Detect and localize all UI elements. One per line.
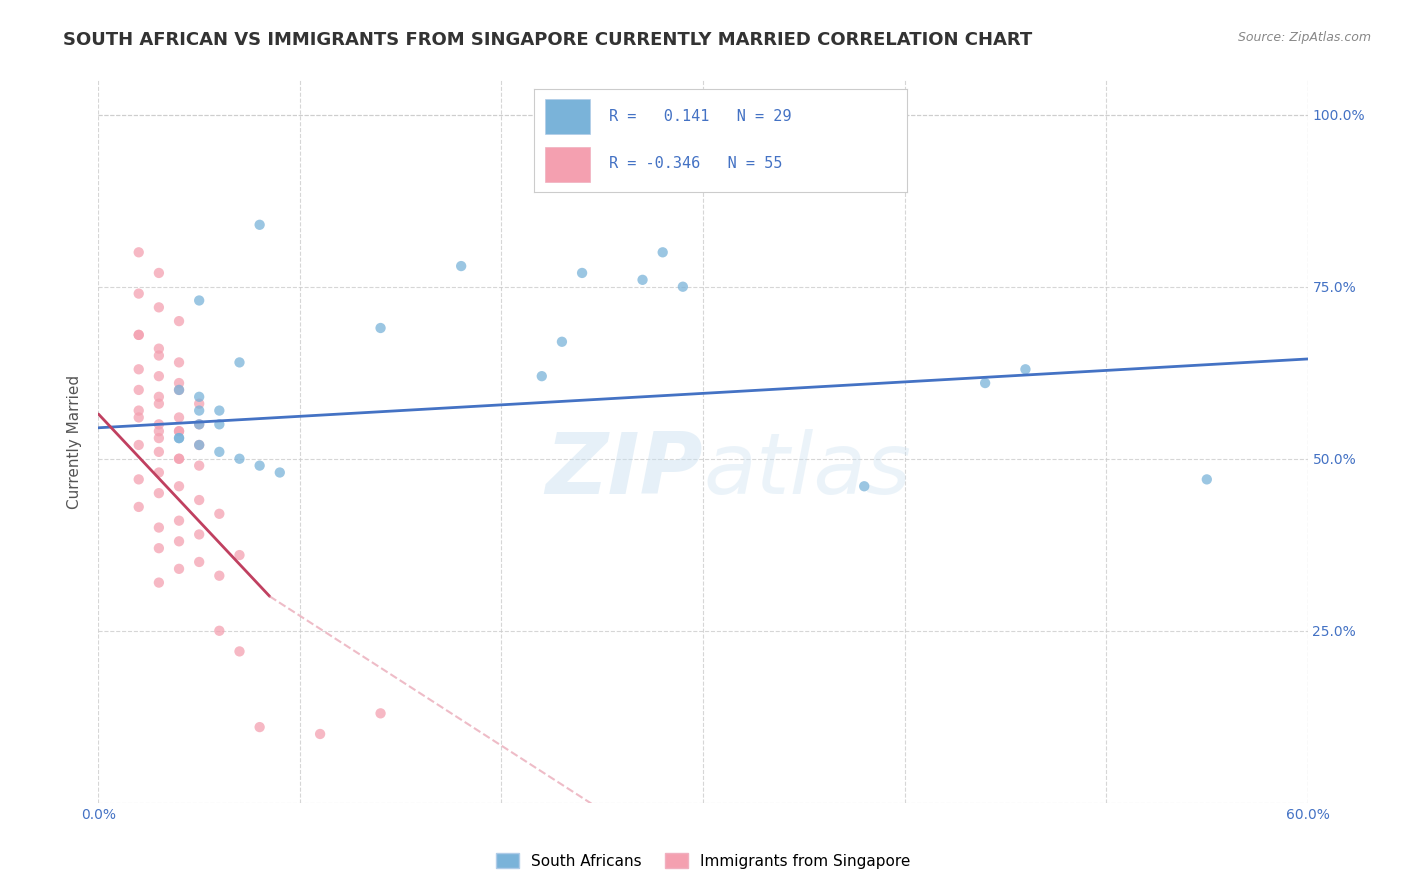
Point <box>128 383 150 397</box>
Point <box>128 438 150 452</box>
Point <box>148 342 170 356</box>
Point <box>128 327 150 342</box>
Point <box>208 445 231 459</box>
Point <box>148 417 170 432</box>
Point <box>148 466 170 480</box>
Point <box>148 424 170 438</box>
Point <box>571 266 593 280</box>
Point <box>188 527 211 541</box>
Point <box>167 314 190 328</box>
Text: Source: ZipAtlas.com: Source: ZipAtlas.com <box>1237 31 1371 45</box>
FancyBboxPatch shape <box>546 99 591 135</box>
Point <box>188 438 211 452</box>
Point <box>974 376 997 390</box>
Point <box>167 534 190 549</box>
Point <box>167 383 190 397</box>
Point <box>167 562 190 576</box>
Point <box>167 383 190 397</box>
Point <box>228 355 250 369</box>
Point <box>167 424 190 438</box>
Point <box>228 548 250 562</box>
Point <box>188 493 211 508</box>
Point <box>188 438 211 452</box>
Point <box>148 266 170 280</box>
Point <box>208 507 231 521</box>
Y-axis label: Currently Married: Currently Married <box>67 375 83 508</box>
Point <box>148 369 170 384</box>
Point <box>188 458 211 473</box>
Point <box>167 376 190 390</box>
Point <box>530 369 553 384</box>
Point <box>167 424 190 438</box>
Point <box>208 417 231 432</box>
Point <box>188 293 211 308</box>
Point <box>128 286 150 301</box>
Point <box>128 362 150 376</box>
Point <box>128 245 150 260</box>
Point <box>148 397 170 411</box>
Point <box>148 445 170 459</box>
Point <box>309 727 332 741</box>
Text: SOUTH AFRICAN VS IMMIGRANTS FROM SINGAPORE CURRENTLY MARRIED CORRELATION CHART: SOUTH AFRICAN VS IMMIGRANTS FROM SINGAPO… <box>63 31 1032 49</box>
Point <box>167 451 190 466</box>
Text: R = -0.346   N = 55: R = -0.346 N = 55 <box>609 156 782 171</box>
Point <box>167 355 190 369</box>
Point <box>148 486 170 500</box>
Point <box>188 403 211 417</box>
Point <box>249 720 271 734</box>
Point <box>631 273 654 287</box>
Point <box>128 403 150 417</box>
Point <box>148 541 170 556</box>
Point <box>228 644 250 658</box>
Point <box>672 279 695 293</box>
Point <box>148 390 170 404</box>
Point <box>167 514 190 528</box>
Point <box>188 417 211 432</box>
Text: ZIP: ZIP <box>546 429 703 512</box>
Point <box>148 575 170 590</box>
Point <box>148 431 170 445</box>
Point <box>167 410 190 425</box>
Point <box>188 555 211 569</box>
Point <box>208 624 231 638</box>
Point <box>249 218 271 232</box>
Point <box>128 500 150 514</box>
Point <box>249 458 271 473</box>
Point <box>370 321 392 335</box>
Point <box>188 417 211 432</box>
Point <box>269 466 291 480</box>
Point <box>128 410 150 425</box>
Point <box>167 479 190 493</box>
Text: atlas: atlas <box>703 429 911 512</box>
Point <box>148 301 170 315</box>
Point <box>450 259 472 273</box>
FancyBboxPatch shape <box>546 146 591 181</box>
Point <box>208 568 231 582</box>
Point <box>167 451 190 466</box>
Point <box>128 327 150 342</box>
Point <box>832 177 855 191</box>
Point <box>853 479 876 493</box>
Point <box>228 451 250 466</box>
Point <box>148 349 170 363</box>
Legend: South Africans, Immigrants from Singapore: South Africans, Immigrants from Singapor… <box>489 847 917 875</box>
Point <box>1014 362 1036 376</box>
Text: R =   0.141   N = 29: R = 0.141 N = 29 <box>609 110 792 124</box>
Point <box>188 397 211 411</box>
Point <box>208 403 231 417</box>
Point <box>1195 472 1218 486</box>
Point <box>651 245 673 260</box>
Point <box>148 520 170 534</box>
Point <box>167 431 190 445</box>
Point <box>167 431 190 445</box>
Point <box>128 472 150 486</box>
Point <box>188 390 211 404</box>
Point <box>370 706 392 721</box>
Point <box>551 334 574 349</box>
